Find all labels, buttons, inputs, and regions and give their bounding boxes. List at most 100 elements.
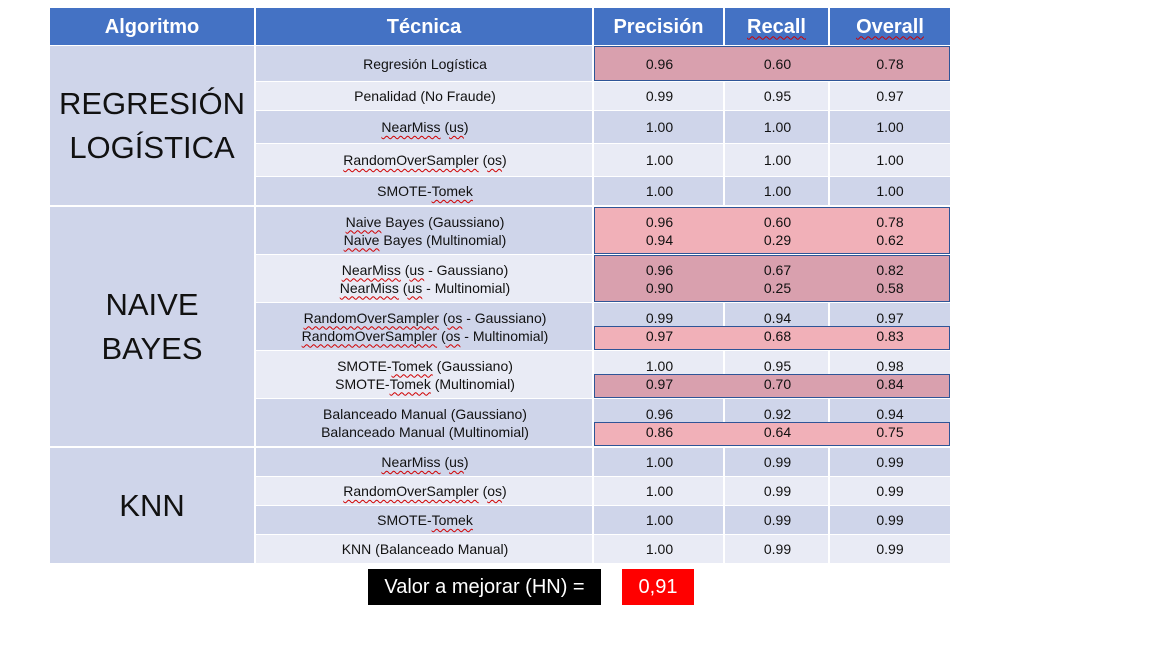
- metric-value: 0.99: [645, 309, 674, 326]
- metric-value: 0.99: [876, 454, 904, 470]
- row-band: [594, 535, 723, 563]
- metric-value: 0.95: [763, 88, 792, 104]
- recall-cell: 0.67 0.25: [725, 255, 830, 302]
- metric-value: 0.78: [876, 213, 904, 230]
- overall-cell: 0.99: [830, 506, 950, 534]
- row-band: [256, 448, 592, 476]
- technique-cell: RandomOverSampler (os - Gaussiano) Random…: [256, 303, 594, 350]
- overall-cell: 0.97 0.83: [830, 303, 950, 350]
- technique-name: RandomOverSampler (os): [343, 483, 507, 499]
- row-band: [594, 177, 723, 205]
- recall-cell: 1.00: [725, 144, 830, 176]
- row-band: [830, 506, 950, 534]
- precision-cell: 1.00: [594, 535, 725, 563]
- technique-cell: SMOTE-Tomek: [256, 506, 594, 534]
- algorithm-name-line: BAYES: [101, 330, 203, 366]
- row-band: [256, 351, 592, 398]
- technique-name: SMOTE-Tomek (Multinomial): [335, 375, 515, 392]
- technique-cell: NearMiss (us): [256, 448, 594, 476]
- metric-value: 0.98: [876, 357, 904, 374]
- metric-value: 1.00: [645, 454, 674, 470]
- row-band: [256, 255, 592, 302]
- metric-value: 1.00: [876, 152, 904, 168]
- metric-value: 1.00: [876, 119, 904, 135]
- metric-value: 1.00: [763, 152, 792, 168]
- overall-cell: 0.97: [830, 82, 950, 110]
- row-band: [725, 477, 828, 505]
- metric-value: 0.92: [763, 405, 792, 422]
- header-text: Precisión: [613, 15, 704, 38]
- technique-cell: Balanceado Manual (Gaussiano) Balanceado …: [256, 399, 594, 446]
- header-text: Recall: [747, 15, 806, 38]
- recall-cell: 0.95: [725, 82, 830, 110]
- metric-value: 0.95: [763, 357, 792, 374]
- precision-cell: 1.00: [594, 111, 725, 143]
- technique-cell: SMOTE-Tomek (Gaussiano) SMOTE-Tomek (Mult…: [256, 351, 594, 398]
- technique-name: SMOTE-Tomek (Gaussiano): [337, 357, 513, 374]
- row-band: [830, 177, 950, 205]
- footer-value: 0,91: [622, 569, 694, 605]
- recall-cell: 0.60 0.29: [725, 207, 830, 254]
- technique-cell: Penalidad (No Fraude): [256, 82, 594, 110]
- overall-cell: 0.78: [830, 46, 950, 81]
- algorithm-name-line: LOGÍSTICA: [69, 129, 235, 165]
- metric-value: 0.96: [645, 213, 674, 230]
- precision-cell: 1.00: [594, 506, 725, 534]
- metric-value: 0.96: [645, 55, 674, 72]
- row-band: [256, 477, 592, 505]
- metric-value: 0.60: [763, 55, 792, 72]
- recall-cell: 0.94 0.68: [725, 303, 830, 350]
- row-band: [256, 207, 592, 254]
- technique-name: NearMiss (us): [381, 119, 469, 135]
- row-band: [725, 506, 828, 534]
- highlight-box: [594, 373, 950, 398]
- metric-value: 1.00: [763, 183, 792, 199]
- overall-cell: 0.99: [830, 535, 950, 563]
- technique-cell: RandomOverSampler (os): [256, 477, 594, 505]
- technique-name: Naive Bayes (Multinomial): [343, 231, 507, 248]
- header-precision: Precisión: [594, 8, 723, 45]
- row-band: [256, 82, 592, 110]
- footer-label: Valor a mejorar (HN) =: [368, 569, 601, 605]
- metric-value: 0.83: [876, 327, 904, 344]
- row-band: [256, 46, 592, 81]
- recall-cell: 1.00: [725, 111, 830, 143]
- metric-value: 0.62: [876, 231, 904, 248]
- precision-cell: 0.96 0.94: [594, 207, 725, 254]
- technique-cell: SMOTE-Tomek: [256, 177, 594, 205]
- recall-cell: 0.99: [725, 506, 830, 534]
- metric-value: 0.60: [763, 213, 792, 230]
- header-recall: Recall: [725, 8, 828, 45]
- precision-cell: 0.99 0.97: [594, 303, 725, 350]
- metric-value: 1.00: [645, 152, 674, 168]
- metric-value: 0.64: [763, 423, 792, 440]
- metric-value: 0.94: [763, 309, 792, 326]
- row-band: [594, 144, 723, 176]
- technique-name: NearMiss (us): [381, 454, 469, 470]
- technique-name: SMOTE-Tomek: [377, 512, 473, 528]
- algorithm-cell: KNN: [50, 448, 254, 563]
- overall-cell: 0.78 0.62: [830, 207, 950, 254]
- technique-name: RandomOverSampler (os - Multinomial): [301, 327, 549, 344]
- precision-cell: 1.00: [594, 477, 725, 505]
- overall-cell: 0.99: [830, 448, 950, 476]
- metric-value: 1.00: [645, 541, 674, 557]
- header-text: Overall: [856, 15, 924, 38]
- row-band: [256, 506, 592, 534]
- row-band: [830, 448, 950, 476]
- metric-value: 0.58: [876, 279, 904, 296]
- recall-cell: 0.92 0.64: [725, 399, 830, 446]
- metric-value: 0.75: [876, 423, 904, 440]
- metric-value: 0.99: [763, 541, 792, 557]
- technique-name: Balanceado Manual (Gaussiano): [323, 405, 527, 422]
- technique-cell: Regresión Logística: [256, 46, 594, 81]
- metric-value: 0.99: [876, 541, 904, 557]
- row-band: [830, 477, 950, 505]
- metric-value: 0.97: [645, 327, 674, 344]
- highlight-box: [594, 207, 950, 254]
- row-band: [725, 111, 828, 143]
- recall-cell: 0.95 0.70: [725, 351, 830, 398]
- row-band: [256, 303, 592, 350]
- header-algoritmo: Algoritmo: [50, 8, 254, 45]
- algorithm-name-line: REGRESIÓN: [58, 85, 246, 121]
